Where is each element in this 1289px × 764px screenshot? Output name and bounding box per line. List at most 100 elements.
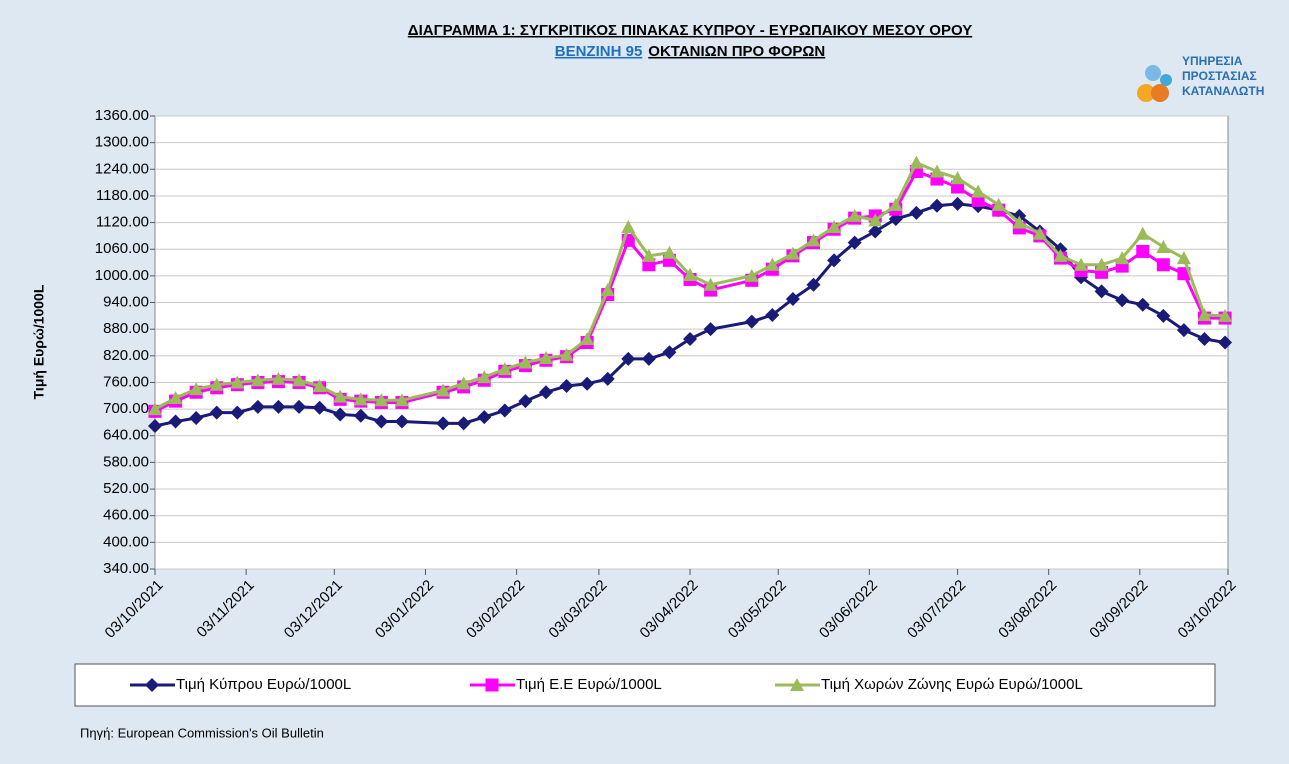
marker — [1094, 284, 1109, 299]
marker — [559, 347, 574, 361]
marker — [1197, 307, 1212, 321]
marker — [703, 277, 718, 291]
y-tick-label: 1360.00 — [95, 107, 149, 124]
legend-label: Τιμή Κύπρου Ευρώ/1000L — [176, 676, 351, 693]
y-tick-label: 340.00 — [103, 560, 149, 577]
marker — [456, 416, 471, 431]
logo-text: ΥΠΗΡΕΣΙΑ — [1182, 54, 1243, 68]
marker — [950, 196, 965, 211]
y-tick-label: 1060.00 — [95, 240, 149, 257]
marker — [271, 371, 286, 385]
marker — [580, 331, 595, 345]
marker — [868, 213, 883, 227]
marker — [1074, 257, 1089, 271]
y-tick-label: 1240.00 — [95, 160, 149, 177]
marker — [662, 345, 677, 360]
marker — [641, 351, 656, 366]
legend-label: Τιμή Ε.Ε Ευρώ/1000L — [516, 676, 662, 693]
marker — [518, 394, 533, 409]
y-tick-label: 400.00 — [103, 533, 149, 550]
marker — [703, 322, 718, 337]
marker — [683, 331, 698, 346]
marker — [621, 351, 636, 366]
legend-marker — [485, 678, 499, 692]
marker — [456, 376, 471, 390]
y-tick-label: 640.00 — [103, 427, 149, 444]
marker — [312, 400, 327, 415]
marker — [477, 370, 492, 384]
marker — [1176, 251, 1191, 265]
marker — [847, 235, 862, 250]
marker — [436, 416, 451, 431]
marker — [230, 405, 245, 420]
marker — [1135, 297, 1150, 312]
marker — [600, 371, 615, 386]
marker — [271, 399, 286, 414]
marker — [600, 283, 615, 297]
marker — [909, 155, 924, 169]
marker — [1053, 248, 1068, 262]
y-tick-label: 580.00 — [103, 453, 149, 470]
marker — [189, 411, 204, 425]
legend-marker — [145, 678, 159, 692]
marker — [1218, 335, 1233, 350]
y-axis-label: Τιμή Ευρώ/1000L — [31, 284, 47, 399]
y-tick-label: 820.00 — [103, 347, 149, 364]
logo: ΥΠΗΡΕΣΙΑ ΠΡΟΣΤΑΣΙΑΣ ΚΑΤΑΝΑΛΩΤΗ — [1137, 54, 1264, 102]
marker — [683, 267, 698, 281]
y-tick-label: 700.00 — [103, 400, 149, 417]
marker — [1094, 257, 1109, 271]
marker — [1156, 308, 1171, 323]
y-tick-label: 940.00 — [103, 293, 149, 310]
legend-marker — [790, 678, 804, 691]
chart-title-highlight: ΒΕΝΖΙΝΗ 95 — [555, 43, 643, 60]
marker — [148, 402, 162, 416]
marker — [148, 418, 162, 433]
marker — [497, 362, 512, 376]
marker — [394, 393, 409, 407]
marker — [1012, 215, 1027, 229]
marker — [333, 407, 348, 422]
marker — [1135, 226, 1150, 240]
legend — [74, 663, 1216, 707]
marker — [744, 314, 759, 329]
marker — [1156, 258, 1170, 272]
marker — [1218, 308, 1233, 322]
marker — [1176, 323, 1191, 338]
marker — [292, 399, 307, 414]
marker — [888, 197, 903, 211]
marker — [209, 405, 224, 420]
marker — [1156, 240, 1171, 254]
marker — [580, 376, 595, 391]
y-tick-label: 880.00 — [103, 320, 149, 337]
logo-text: ΠΡΟΣΤΑΣΙΑΣ — [1182, 69, 1257, 83]
marker — [868, 224, 883, 239]
marker — [538, 385, 553, 400]
y-tick-label: 520.00 — [103, 480, 149, 497]
marker — [497, 403, 512, 418]
y-tick-label: 1000.00 — [95, 267, 149, 284]
marker — [353, 392, 368, 406]
marker — [950, 171, 965, 185]
marker — [477, 410, 492, 425]
marker — [765, 307, 780, 322]
y-tick-label: 460.00 — [103, 507, 149, 524]
marker — [929, 164, 944, 178]
marker — [292, 373, 307, 387]
marker — [621, 220, 636, 234]
marker — [209, 377, 224, 391]
marker — [909, 205, 924, 220]
marker — [1197, 331, 1212, 346]
legend-label: Τιμή Χωρών Ζώνης Ευρώ Ευρώ/1000L — [821, 676, 1083, 693]
marker — [374, 414, 389, 429]
marker — [250, 399, 265, 414]
marker — [662, 245, 677, 259]
marker — [1136, 244, 1150, 258]
marker — [847, 208, 862, 222]
marker — [394, 414, 409, 429]
marker — [827, 253, 842, 268]
chart-title-rest: ΟΚΤΑΝΙΩΝ ΠΡΟ ΦΟΡΩΝ — [648, 43, 825, 60]
y-tick-label: 1180.00 — [96, 187, 149, 204]
marker — [559, 379, 574, 394]
marker — [312, 379, 327, 393]
